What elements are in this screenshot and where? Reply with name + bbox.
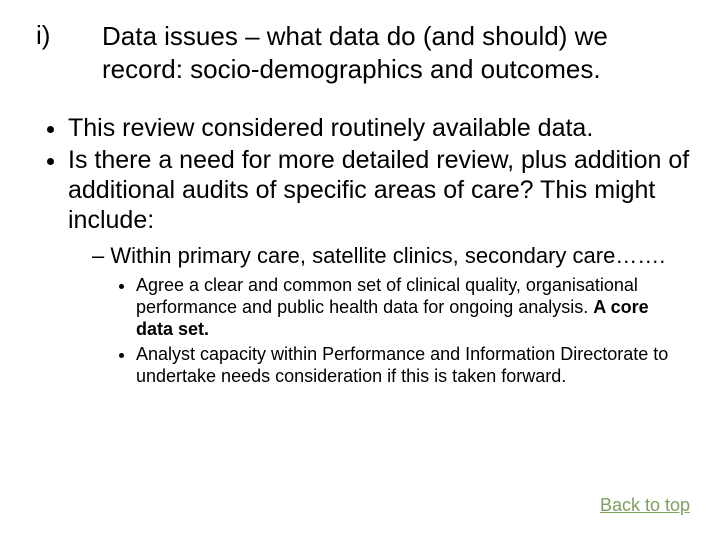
bullet-text: Within primary care, satellite clinics, …: [110, 243, 665, 268]
bullet-list-level2: Within primary care, satellite clinics, …: [68, 243, 690, 387]
bullet-item: Is there a need for more detailed review…: [68, 145, 690, 387]
bullet-item: Within primary care, satellite clinics, …: [92, 243, 690, 387]
slide-title: Data issues – what data do (and should) …: [84, 20, 690, 85]
bullet-text: Is there a need for more detailed review…: [68, 146, 689, 234]
bullet-item: Analyst capacity within Performance and …: [136, 344, 690, 387]
bullet-list-level3: Agree a clear and common set of clinical…: [92, 275, 690, 387]
slide-title-row: i) Data issues – what data do (and shoul…: [30, 20, 690, 85]
back-to-top-link[interactable]: Back to top: [600, 495, 690, 516]
bullet-item: This review considered routinely availab…: [68, 113, 690, 143]
bullet-text: Agree a clear and common set of clinical…: [136, 275, 638, 317]
bullet-list-level1: This review considered routinely availab…: [30, 113, 690, 387]
title-marker: i): [30, 20, 84, 51]
bullet-item: Agree a clear and common set of clinical…: [136, 275, 690, 340]
slide: i) Data issues – what data do (and shoul…: [0, 0, 720, 540]
